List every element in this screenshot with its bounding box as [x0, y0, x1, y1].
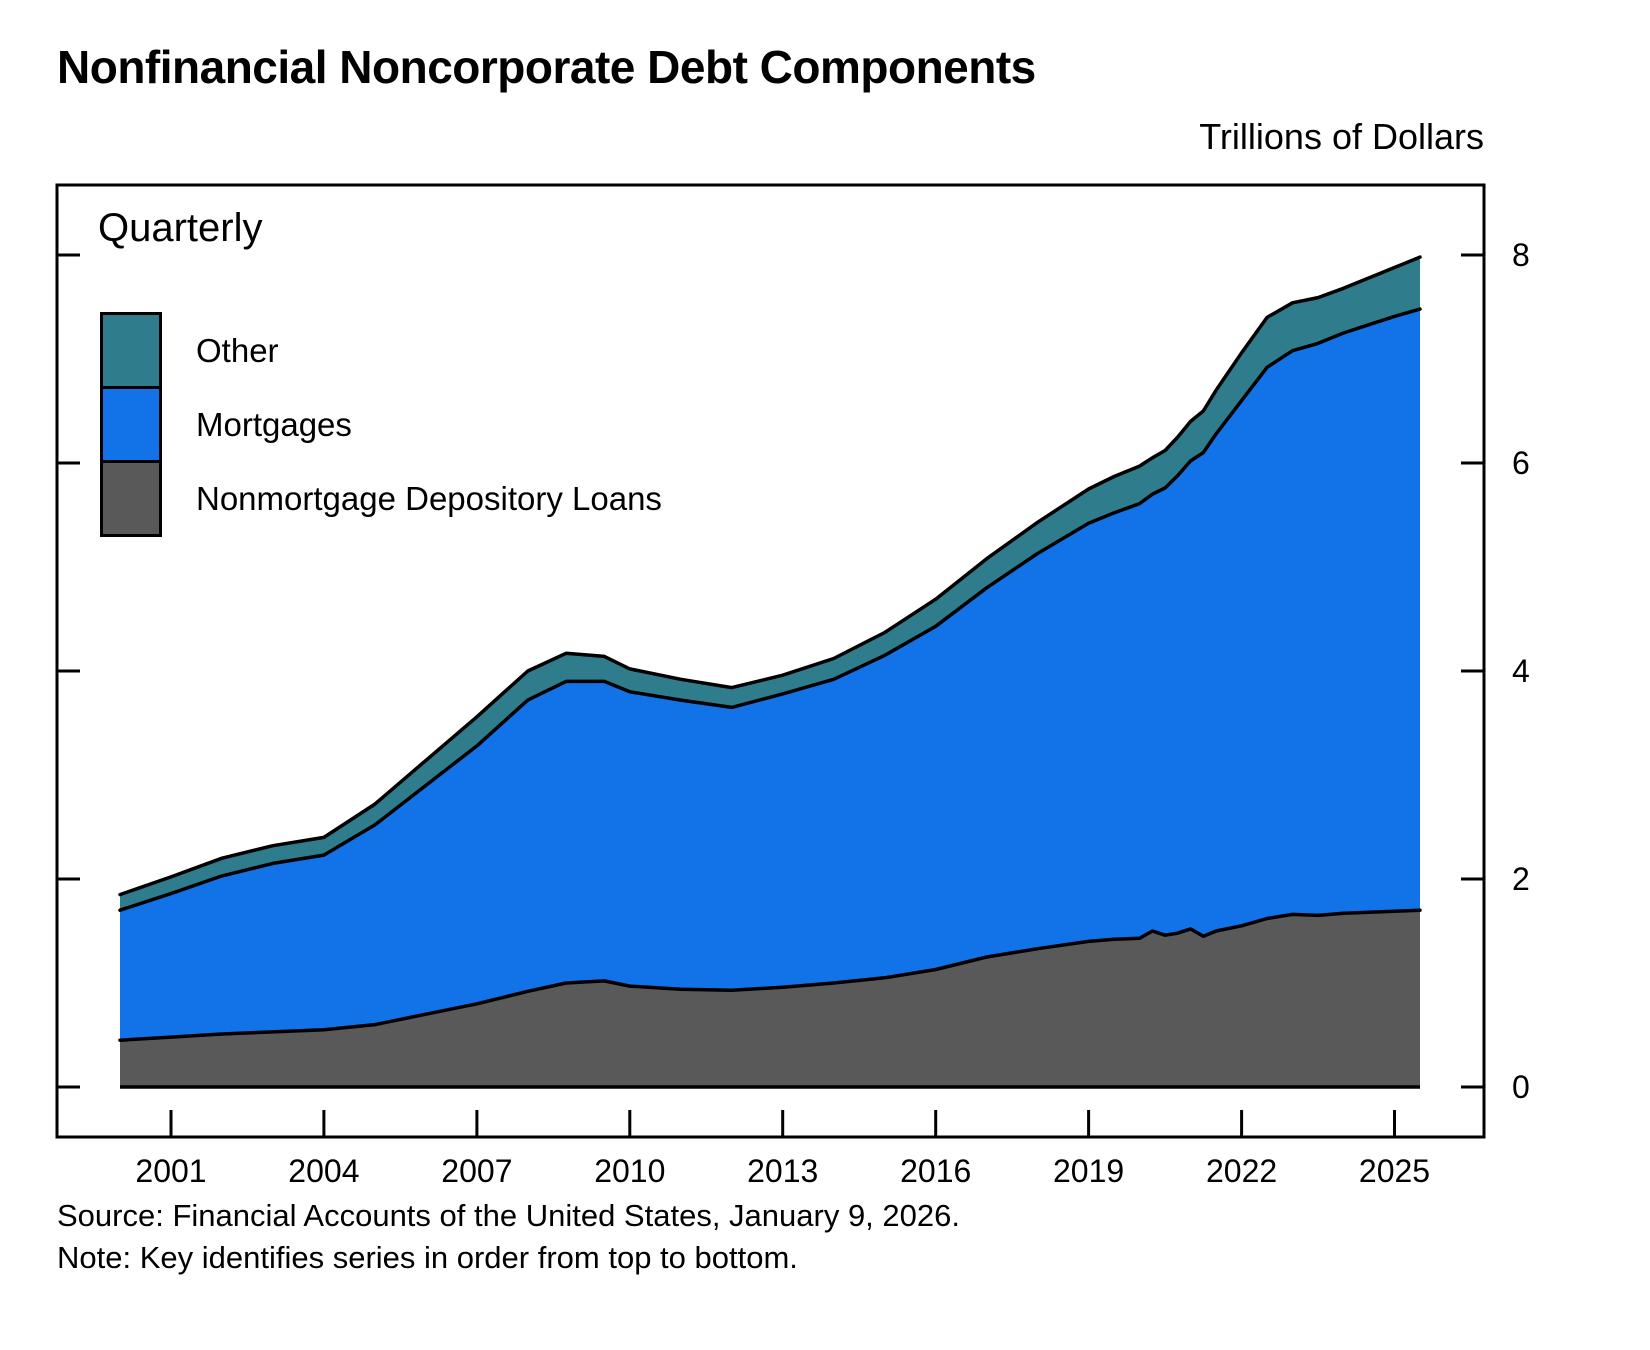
y-axis-unit-label: Trillions of Dollars: [1199, 116, 1484, 157]
series-boundary-mortgages: [118, 307, 1422, 912]
legend-item-mortgages: Mortgages: [100, 386, 662, 463]
legend-label-mortgages: Mortgages: [196, 405, 352, 443]
y-tick-label: 6: [1512, 445, 1530, 481]
note-line: Note: Key identifies series in order fro…: [57, 1240, 798, 1275]
y-tick-label: 8: [1512, 237, 1530, 273]
legend: Other Mortgages Nonmortgage Depository L…: [100, 312, 662, 537]
legend-item-other: Other: [100, 312, 662, 389]
y-tick-label: 2: [1512, 861, 1530, 897]
frequency-label: Quarterly: [98, 206, 263, 250]
series-boundary-nonmortgage-depository-loans: [118, 908, 1422, 1042]
plot-frame: [55, 183, 1486, 1139]
x-tick-label: 2013: [747, 1153, 818, 1189]
legend-label-other: Other: [196, 331, 279, 369]
area-other: [120, 257, 1420, 911]
x-tick-label: 2019: [1053, 1153, 1124, 1189]
source-line: Source: Financial Accounts of the United…: [57, 1198, 960, 1233]
legend-swatch-nonmortgage-depository-loans: [100, 460, 162, 537]
y-tick-label: 4: [1512, 653, 1530, 689]
series-boundary-other: [118, 255, 1422, 897]
y-tick-label: 0: [1512, 1069, 1530, 1105]
chart-title: Nonfinancial Noncorporate Debt Component…: [57, 41, 1036, 93]
x-tick-label: 2010: [594, 1153, 665, 1189]
area-mortgages: [120, 309, 1420, 1041]
x-tick-label: 2001: [135, 1153, 206, 1189]
legend-swatch-other: [100, 312, 162, 389]
x-tick-label: 2004: [288, 1153, 359, 1189]
x-tick-label: 2016: [900, 1153, 971, 1189]
area-nonmortgage-depository-loans: [120, 910, 1420, 1087]
legend-item-nonmortgage-depository-loans: Nonmortgage Depository Loans: [100, 460, 662, 537]
x-tick-label: 2022: [1206, 1153, 1277, 1189]
x-tick-label: 2007: [441, 1153, 512, 1189]
legend-label-nonmortgage-depository-loans: Nonmortgage Depository Loans: [196, 479, 662, 517]
x-tick-label: 2025: [1359, 1153, 1430, 1189]
legend-swatch-mortgages: [100, 386, 162, 463]
